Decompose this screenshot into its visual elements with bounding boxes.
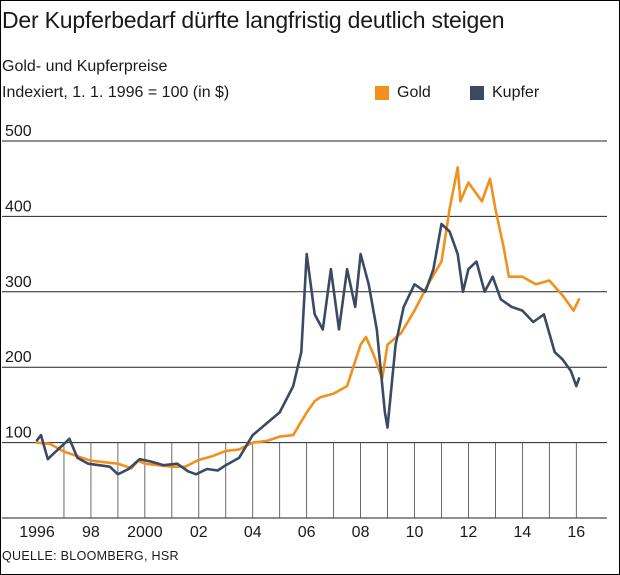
y-axis-unit-label: Indexiert, 1. 1. 1996 = 100 (in $) [2, 84, 230, 101]
y-tick-label-400: 400 [5, 198, 32, 215]
x-tick-label-08: 08 [352, 524, 370, 541]
legend-label-gold: Gold [397, 84, 431, 101]
legend-swatch-kupfer [470, 86, 484, 100]
x-tick-marks [63, 442, 577, 518]
y-tick-labels: 100 200 300 400 500 [5, 123, 32, 442]
series-line-kupfer [35, 222, 581, 476]
chart-subtitle: Gold- und Kupferpreise [2, 58, 168, 75]
grid [2, 140, 607, 519]
x-tick-label-16: 16 [567, 524, 585, 541]
x-tick-label-10: 10 [406, 524, 424, 541]
x-tick-label-04: 04 [244, 524, 262, 541]
legend-label-kupfer: Kupfer [492, 84, 540, 101]
x-tick-label-14: 14 [513, 524, 531, 541]
legend-item-kupfer: Kupfer [470, 84, 539, 102]
x-tick-label-12: 12 [460, 524, 478, 541]
y-tick-label-200: 200 [5, 349, 32, 366]
x-tick-labels: 1996 98 2000 02 04 06 08 10 12 14 16 [19, 524, 585, 541]
x-tick-label-1996: 1996 [19, 524, 55, 541]
series-line-gold [35, 166, 581, 470]
legend-item-gold: Gold [375, 84, 431, 102]
x-tick-label-06: 06 [298, 524, 316, 541]
x-tick-label-02: 02 [190, 524, 208, 541]
chart-title: Der Kupferbedarf dürfte langfristig deut… [2, 7, 505, 33]
x-tick-label-98: 98 [82, 524, 100, 541]
x-tick-label-2000: 2000 [127, 524, 163, 541]
series-lines [35, 166, 581, 476]
y-tick-label-100: 100 [5, 425, 32, 442]
y-tick-label-300: 300 [5, 274, 32, 291]
source-note: QUELLE: BLOOMBERG, HSR [2, 549, 179, 563]
y-tick-label-500: 500 [5, 123, 32, 140]
legend-swatch-gold [375, 86, 389, 100]
